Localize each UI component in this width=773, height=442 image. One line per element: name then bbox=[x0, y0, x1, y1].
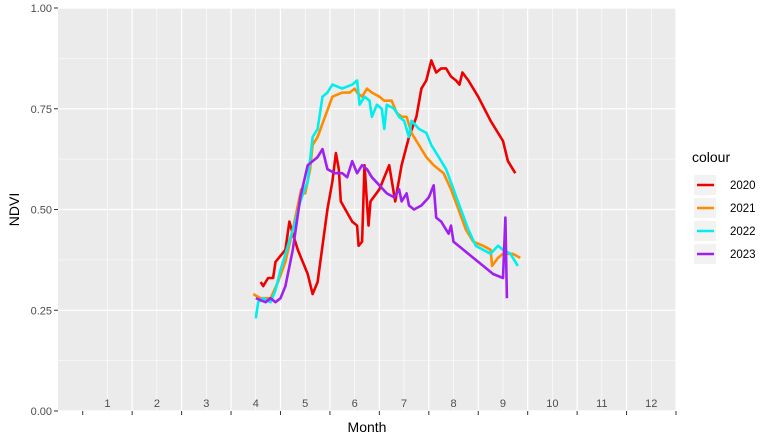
x-tick-label: 8 bbox=[450, 398, 456, 410]
x-axis: 1 2 3 4 5 6 7 8 9 10 11 12 bbox=[82, 398, 677, 415]
x-tick-label: 11 bbox=[596, 398, 607, 410]
y-tick-label: 0.00 bbox=[31, 406, 52, 418]
series-line-2020 bbox=[259, 59, 517, 296]
legend-label-2021: 2021 bbox=[730, 203, 756, 215]
x-tick-label: 12 bbox=[645, 398, 657, 410]
x-tick-label: 2 bbox=[154, 398, 160, 410]
y-tick-label: 0.75 bbox=[31, 104, 52, 116]
y-axis-title: NDVI bbox=[6, 193, 22, 226]
legend-title: colour bbox=[692, 149, 730, 165]
y-tick-label: 0.50 bbox=[31, 205, 52, 217]
legend-label-2022: 2022 bbox=[730, 226, 756, 238]
y-tick-label: 0.25 bbox=[31, 305, 52, 317]
x-tick-label: 7 bbox=[401, 398, 407, 410]
x-tick-label: 1 bbox=[104, 398, 110, 410]
series-line-2023 bbox=[255, 147, 509, 304]
legend-label-2023: 2023 bbox=[730, 249, 756, 261]
x-tick-label: 3 bbox=[203, 398, 209, 410]
x-tick-label: 6 bbox=[352, 398, 358, 410]
y-tick-label: 1.00 bbox=[31, 3, 52, 15]
x-tick-label: 10 bbox=[546, 398, 558, 410]
series-layer bbox=[252, 59, 521, 319]
x-tick-label: 9 bbox=[500, 398, 506, 410]
x-tick-label: 4 bbox=[253, 398, 259, 410]
legend: colour 2020 2021 2022 2023 bbox=[692, 149, 756, 264]
y-axis: 0.00 0.25 0.50 0.75 1.00 bbox=[31, 3, 58, 418]
x-tick-label: 5 bbox=[302, 398, 308, 410]
x-axis-title: Month bbox=[348, 419, 387, 435]
legend-label-2020: 2020 bbox=[730, 180, 756, 192]
